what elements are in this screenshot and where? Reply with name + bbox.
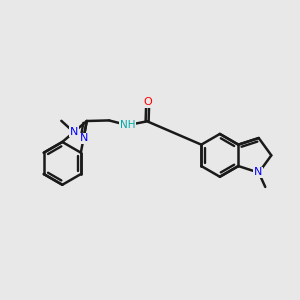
- Text: N: N: [70, 127, 78, 136]
- Text: NH: NH: [120, 120, 135, 130]
- Text: O: O: [143, 97, 152, 107]
- Text: N: N: [80, 134, 88, 143]
- Text: N: N: [254, 167, 262, 177]
